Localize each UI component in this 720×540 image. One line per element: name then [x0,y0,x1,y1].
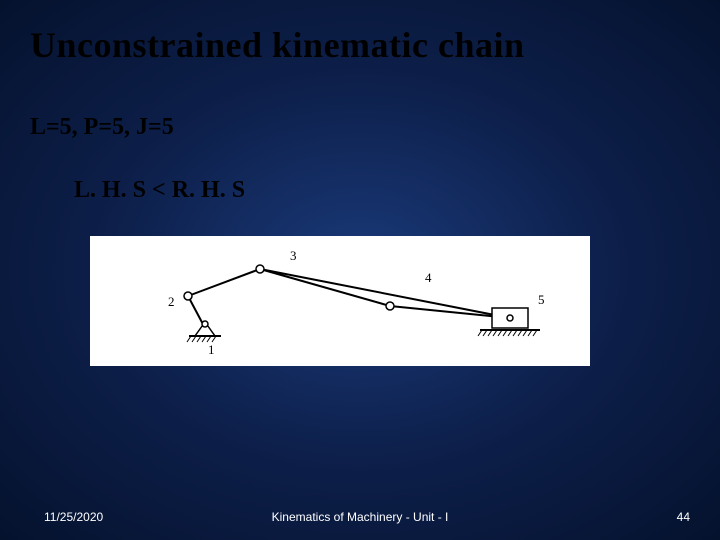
svg-text:4: 4 [425,270,432,285]
svg-text:5: 5 [538,292,545,307]
kinematic-diagram: 2 3 4 1 5 [90,236,590,366]
svg-text:1: 1 [208,342,215,357]
slide-title: Unconstrained kinematic chain [0,0,720,76]
slide-footer: 11/25/2020 Kinematics of Machinery - Uni… [0,510,720,524]
svg-text:2: 2 [168,294,175,309]
footer-center-text: Kinematics of Machinery - Unit - I [272,510,449,524]
footer-date: 11/25/2020 [44,510,103,524]
inequality-text: L. H. S < R. H. S [0,141,720,204]
footer-page-number: 44 [677,510,690,524]
svg-text:3: 3 [290,248,297,263]
equation-text: L=5, P=5, J=5 [0,76,720,141]
